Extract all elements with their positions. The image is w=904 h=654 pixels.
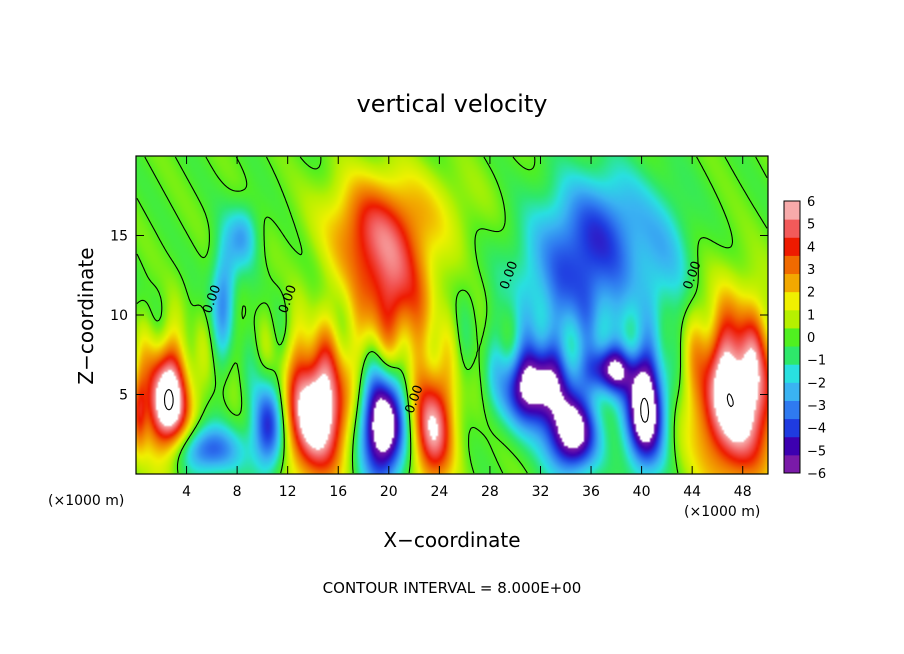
colorbar-tick-label: 1 [807, 308, 815, 323]
velocity-field [136, 156, 768, 474]
x-tick-label: 8 [233, 484, 242, 500]
x-axis-label: X−coordinate [383, 528, 520, 552]
x-tick-label: 40 [633, 484, 651, 500]
x-tick-label: 4 [182, 484, 191, 500]
colorbar: 6 5 4 3 2 1 0 −1 −2 −3 −4 −5 −6 [783, 195, 826, 482]
contour-lines [136, 156, 768, 474]
colorbar-swatch [784, 364, 800, 383]
colorbar-tick-label: −6 [807, 467, 826, 482]
plot-area: 0.00 0.000.000.00 0.00 [136, 156, 768, 474]
y-axis-label: Z−coordinate [74, 247, 98, 384]
colorbar-tick-label: 0 [807, 331, 815, 346]
y-tick-label: 15 [110, 229, 128, 245]
x-tick-label: 24 [430, 484, 448, 500]
y-tick-label: 10 [110, 308, 128, 324]
colorbar-swatch [784, 400, 800, 420]
colorbar-tick-label: −4 [807, 422, 826, 437]
contour-zero [136, 156, 768, 474]
x-tick-label: 44 [683, 484, 701, 500]
colorbar-swatch [784, 309, 800, 329]
x-tick-label: 12 [279, 484, 297, 500]
x-axis-ticks: 4 8 12 16 20 24 28 32 36 40 44 48 [182, 156, 752, 500]
x-tick-label: 16 [329, 484, 347, 500]
y-tick-label: 5 [119, 388, 128, 404]
contour-negative [640, 397, 650, 423]
colorbar-tick-label: 3 [807, 263, 815, 278]
x-tick-label: 32 [532, 484, 550, 500]
contour-interval-note: CONTOUR INTERVAL = 8.000E+00 [323, 579, 582, 597]
colorbar-tick-label: 6 [807, 195, 815, 210]
colorbar-frame [783, 200, 801, 474]
colorbar-tick-label: −1 [807, 354, 826, 369]
colorbar-swatch [784, 454, 800, 474]
colorbar-swatch [784, 382, 800, 401]
colorbar-swatch [784, 418, 800, 438]
y-axis-ticks: 5 10 15 [110, 229, 768, 404]
colorbar-tick-label: 5 [807, 218, 815, 233]
colorbar-tick-label: −2 [807, 376, 826, 391]
x-unit-label-right: (×1000 m) [684, 504, 760, 520]
colorbar-tick-label: −5 [807, 444, 826, 459]
contour-positive [163, 388, 734, 411]
x-tick-label: 28 [481, 484, 499, 500]
colorbar-swatch [784, 219, 800, 238]
colorbar-tick-label: −3 [807, 399, 826, 414]
x-tick-label: 48 [734, 484, 752, 500]
colorbar-tick-label: 2 [807, 286, 815, 301]
x-tick-label: 20 [380, 484, 398, 500]
colorbar-swatch [784, 255, 800, 275]
colorbar-swatch [784, 291, 800, 311]
x-tick-label: 36 [582, 484, 600, 500]
x-unit-label-left: (×1000 m) [48, 493, 124, 509]
colorbar-swatch [784, 201, 800, 220]
colorbar-swatch [784, 436, 800, 456]
colorbar-swatch [784, 346, 800, 365]
chart-title: vertical velocity [357, 90, 548, 118]
colorbar-swatch [784, 273, 800, 293]
colorbar-tick-label: 4 [807, 240, 815, 255]
colorbar-swatch [784, 327, 800, 347]
colorbar-swatch [784, 237, 800, 256]
